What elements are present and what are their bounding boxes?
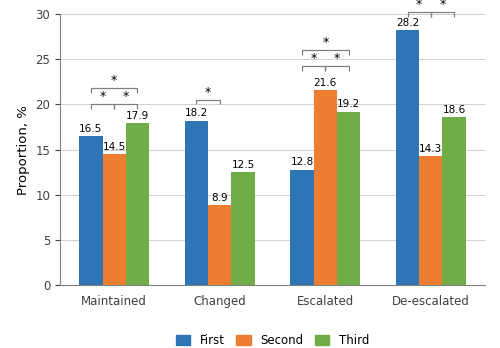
Text: *: * [334,52,340,65]
Text: 18.6: 18.6 [442,105,466,115]
Text: 12.8: 12.8 [290,157,314,167]
Text: 17.9: 17.9 [126,111,149,121]
Text: 28.2: 28.2 [396,18,419,28]
Text: *: * [205,86,211,98]
Bar [314,90,337,285]
Text: *: * [322,36,328,49]
Bar [396,30,419,285]
Text: 14.3: 14.3 [419,144,442,154]
Text: *: * [310,52,317,65]
Text: *: * [122,90,129,103]
Legend: First, Second, Third: First, Second, Third [172,329,374,348]
Text: 14.5: 14.5 [102,142,126,152]
Text: *: * [416,0,422,11]
Bar [337,112,360,285]
Text: *: * [100,90,105,103]
Bar [185,121,208,285]
Bar [419,156,442,285]
Bar [442,117,466,285]
Bar [290,169,314,285]
Text: 8.9: 8.9 [212,192,228,203]
Bar [102,154,126,285]
Bar [208,205,232,285]
Y-axis label: Proportion, %: Proportion, % [17,105,30,195]
Text: *: * [111,74,117,87]
Bar [80,136,102,285]
Text: *: * [440,0,446,11]
Text: 16.5: 16.5 [80,124,102,134]
Text: 19.2: 19.2 [337,100,360,109]
Bar [232,172,254,285]
Bar [126,124,149,285]
Text: 12.5: 12.5 [232,160,254,170]
Text: 18.2: 18.2 [185,109,208,118]
Text: 21.6: 21.6 [314,78,337,88]
